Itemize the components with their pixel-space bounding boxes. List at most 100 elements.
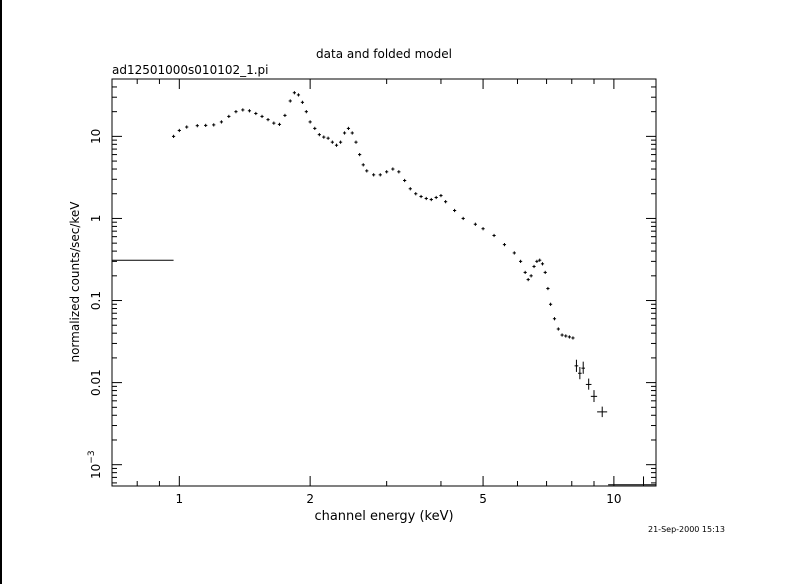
data-point [350, 131, 354, 135]
data-point [177, 128, 181, 133]
y-tick-label-text: 10 [89, 464, 103, 479]
error-bar [585, 378, 592, 390]
data-point [538, 258, 542, 262]
data-point [439, 193, 443, 198]
data-point [338, 140, 343, 144]
data-point [330, 140, 334, 144]
y-tick-label: 1 [89, 215, 103, 223]
data-point [502, 243, 507, 247]
x-tick-label: 10 [606, 492, 621, 506]
x-axis-ticks: 1 2 5 10 [111, 79, 622, 506]
data-point [308, 120, 312, 124]
y-tick-label: 10 [89, 129, 103, 144]
data-point [317, 133, 321, 137]
data-point [492, 233, 496, 238]
data-point [283, 113, 287, 118]
data-point [313, 126, 317, 131]
y-axis-label: normalized counts/sec/keV [68, 201, 82, 363]
data-point [481, 227, 485, 231]
data-point [512, 251, 516, 255]
data-point [535, 259, 539, 263]
data-point [419, 194, 423, 199]
data-point [532, 264, 536, 269]
data-series [112, 91, 656, 486]
data-point [429, 197, 433, 202]
data-point [254, 111, 258, 116]
data-point [171, 134, 176, 138]
x-tick-label: 5 [479, 492, 487, 506]
data-point [444, 200, 448, 204]
data-point [552, 317, 557, 321]
data-point [219, 120, 224, 124]
y-tick-label: 10−3 [87, 450, 103, 479]
data-point [453, 208, 457, 213]
data-point [556, 327, 560, 331]
data-point [361, 163, 365, 167]
chart-title: data and folded model [316, 47, 452, 61]
data-point [540, 262, 545, 266]
data-point [334, 143, 339, 147]
data-point [342, 131, 347, 135]
y-tick-label-text: 0.01 [89, 369, 103, 396]
data-point [403, 178, 407, 183]
data-point [546, 286, 550, 291]
data-point [372, 173, 376, 177]
data-point [266, 118, 270, 122]
data-point [518, 259, 523, 263]
data-point [414, 192, 418, 196]
data-point [300, 100, 305, 104]
error-bar [574, 359, 579, 372]
data-point [397, 170, 401, 174]
data-point [473, 222, 477, 226]
chart-subtitle: ad12501000s010102_1.pi [112, 63, 269, 77]
data-point [195, 124, 199, 128]
data-point [365, 169, 369, 173]
data-point [560, 333, 564, 337]
data-point [272, 121, 276, 125]
data-point [564, 334, 568, 338]
error-bar [581, 361, 585, 374]
window-left-border [0, 0, 2, 584]
error-bar [608, 476, 656, 486]
data-point [247, 109, 252, 113]
data-point [227, 114, 231, 119]
data-point [185, 125, 189, 129]
data-point [292, 91, 296, 95]
data-point [434, 195, 438, 200]
plot-timestamp: 21-Sep-2000 15:13 [648, 525, 725, 534]
data-point [296, 93, 301, 97]
x-tick-label: 2 [306, 492, 314, 506]
data-point [526, 277, 530, 282]
data-point [378, 173, 382, 177]
data-point [567, 335, 571, 339]
y-tick-label-exponent: −3 [87, 450, 97, 463]
data-point [529, 274, 533, 278]
y-tick-label-text: 1 [89, 215, 103, 223]
data-point [241, 108, 245, 112]
data-point [408, 187, 412, 191]
plot-frame [111, 78, 657, 487]
series-1 [171, 91, 656, 486]
data-point [391, 167, 395, 171]
data-point [204, 123, 208, 128]
data-point [234, 110, 238, 114]
data-point [358, 152, 362, 157]
data-point [304, 110, 308, 114]
y-tick-label-text: 10 [89, 129, 103, 144]
data-point [385, 170, 389, 174]
data-point [212, 123, 216, 127]
error-bar [590, 390, 598, 403]
data-point [322, 135, 326, 139]
data-point [288, 99, 292, 103]
y-tick-label: 0.1 [89, 291, 103, 310]
data-point [571, 336, 575, 340]
error-bar [578, 366, 582, 380]
data-point [548, 302, 553, 306]
x-axis-label: channel energy (keV) [314, 509, 453, 524]
data-point [326, 136, 330, 140]
y-tick-label-text: 0.1 [89, 291, 103, 310]
error-bar [597, 406, 608, 418]
data-point [543, 270, 547, 275]
x-tick-label: 1 [175, 492, 183, 506]
